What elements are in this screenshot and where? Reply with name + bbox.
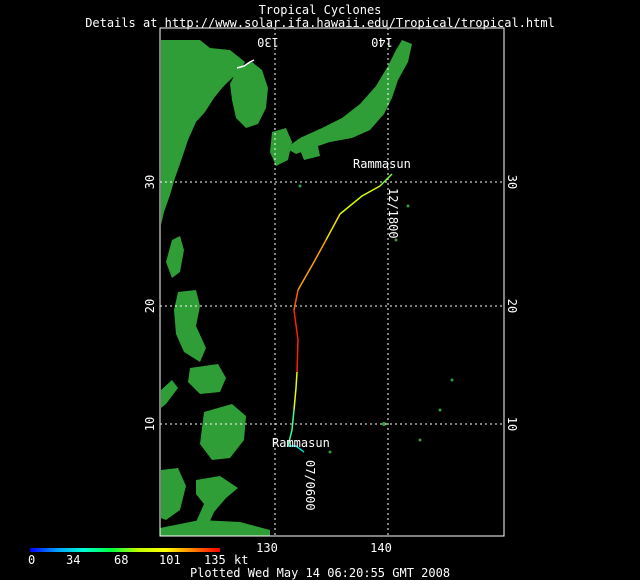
border-line	[236, 59, 255, 69]
palawan	[161, 380, 178, 408]
storm-name-end: Rammasun	[353, 157, 411, 171]
island-4	[438, 408, 442, 412]
lat-lon-grid	[160, 28, 504, 536]
sulawesi	[196, 476, 238, 530]
colorbar-unit: kt	[234, 553, 249, 567]
lat-right-30: 30	[505, 175, 519, 189]
colorbar-tick-101: 101	[159, 553, 181, 567]
philippines-luzon	[174, 290, 206, 362]
island-1	[382, 422, 386, 426]
lon-top-130: 130	[257, 35, 279, 49]
lon-bottom-140: 140	[370, 541, 392, 555]
lat-right-20: 20	[505, 299, 519, 313]
new-guinea	[160, 520, 270, 536]
map-title: Tropical Cyclones	[258, 3, 382, 17]
storm-name-start: Rammasun	[272, 436, 330, 450]
taiwan	[166, 236, 184, 278]
storm-track	[287, 173, 393, 453]
island-7	[298, 184, 302, 188]
asia-mainland	[161, 40, 245, 225]
map-frame	[159, 27, 505, 537]
island-3	[450, 378, 454, 382]
island-8	[328, 450, 332, 454]
colorbar-tick-68: 68	[114, 553, 129, 567]
map-subtitle: Details at http://www.solar.ifa.hawaii.e…	[85, 16, 555, 30]
island-2	[418, 438, 422, 442]
korea-peninsula	[230, 62, 268, 128]
japan-shikoku	[300, 146, 320, 160]
lat-left-10: 10	[143, 417, 157, 431]
philippines-visayas	[188, 364, 226, 394]
japan-honshu	[286, 40, 412, 154]
island-6	[394, 238, 398, 242]
japan-kyushu	[270, 128, 292, 166]
colorbar-tick-135: 135	[204, 553, 226, 567]
landmasses	[160, 40, 454, 536]
lon-top-140: 140	[371, 35, 393, 49]
lon-bottom-130: 130	[256, 541, 278, 555]
island-5	[406, 204, 410, 208]
wind-speed-colorbar	[30, 548, 220, 552]
lat-left-20: 20	[143, 299, 157, 313]
borneo	[161, 468, 186, 520]
lat-right-10: 10	[505, 417, 519, 431]
colorbar-tick-34: 34	[66, 553, 81, 567]
lat-left-30: 30	[143, 175, 157, 189]
colorbar-tick-0: 0	[28, 553, 36, 567]
start-time-label: 07/0600	[303, 460, 317, 511]
end-time-label: 12/1800	[386, 188, 400, 239]
philippines-mindanao	[200, 404, 246, 460]
plotted-timestamp: Plotted Wed May 14 06:20:55 GMT 2008	[189, 566, 451, 580]
